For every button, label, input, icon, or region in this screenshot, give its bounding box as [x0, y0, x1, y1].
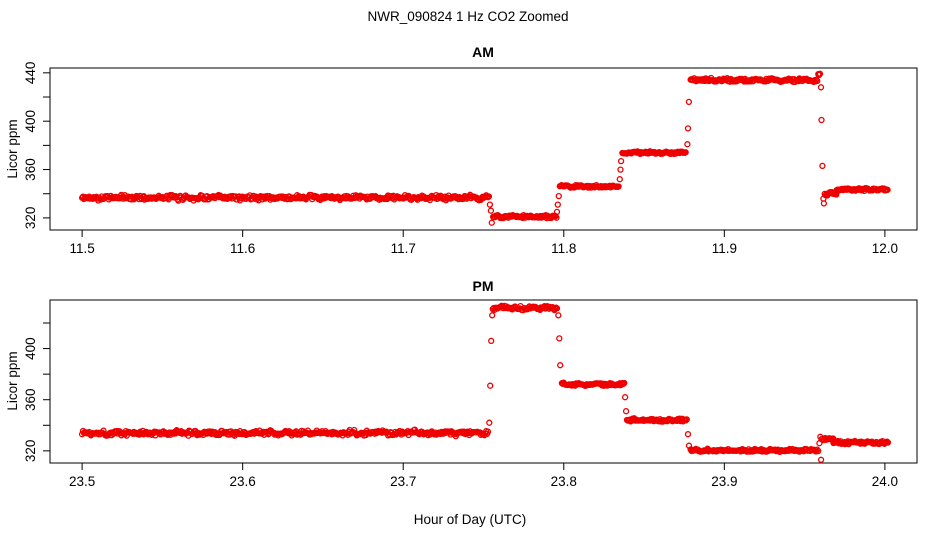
- x-tick-label: 23.5: [69, 474, 95, 489]
- pm-plot-title: PM: [473, 278, 494, 294]
- x-tick-label: 11.6: [230, 241, 255, 256]
- x-tick-label: 11.9: [712, 241, 737, 256]
- x-tick-label: 23.9: [711, 474, 737, 489]
- am-plot-area: 11.5 11.6 11.7 11.8 11.9 12.0 320 360 400 440: [23, 62, 918, 256]
- y-tick-label: 400: [23, 337, 38, 360]
- y-tick-label: 320: [23, 440, 38, 463]
- y-tick-label: 360: [23, 158, 38, 181]
- x-tick-label: 11.7: [391, 241, 416, 256]
- pm-panel: PM Licor ppm 23.5 23.6 23.7 23.8 23.9 24.0 320…: [5, 278, 918, 489]
- plot-box: [49, 299, 918, 464]
- data-points: [78, 70, 891, 226]
- y-tick-label: 320: [23, 207, 38, 230]
- y-tick-label: 440: [23, 62, 38, 85]
- am-panel: AM Licor ppm 11.5 11.6 11.7 11.8 11.9 12.0 320…: [5, 44, 918, 256]
- x-tick-label: 23.7: [390, 474, 416, 489]
- x-tick-label: 24.0: [872, 474, 898, 489]
- y-tick-label: 400: [23, 110, 38, 133]
- figure-title: NWR_090824 1 Hz CO2 Zoomed: [367, 9, 568, 24]
- x-tick-label: 23.6: [230, 474, 256, 489]
- pm-y-axis-title: Licor ppm: [5, 351, 20, 410]
- x-tick-label: 11.5: [69, 241, 94, 256]
- x-tick-label: 12.0: [872, 241, 898, 256]
- am-y-axis-title: Licor ppm: [5, 119, 20, 178]
- x-axis-title: Hour of Day (UTC): [414, 512, 527, 527]
- plot-box: [49, 67, 918, 231]
- am-plot-title: AM: [472, 44, 494, 60]
- x-tick-label: 11.8: [551, 241, 576, 256]
- x-tick-label: 23.8: [551, 474, 577, 489]
- y-tick-label: 360: [23, 388, 38, 411]
- pm-plot-area: 23.5 23.6 23.7 23.8 23.9 24.0 320 360 400: [23, 299, 918, 489]
- data-points: [78, 302, 892, 463]
